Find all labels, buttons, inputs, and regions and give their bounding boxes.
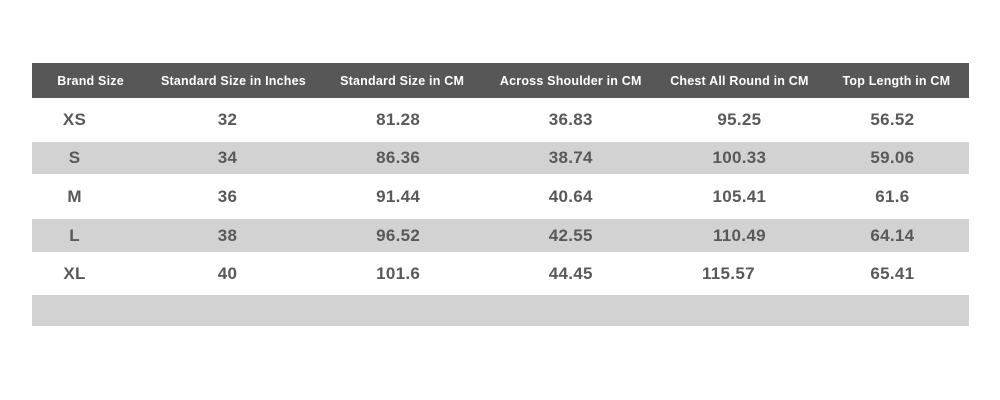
cell-size-inches: 34	[217, 148, 238, 167]
cell-size-cm: 96.52	[376, 225, 421, 245]
cell-chest-all-round: 95.25	[717, 110, 762, 129]
column-header-size-inches: Standard Size in Inches	[160, 73, 306, 88]
table-row-s: S 34 86.36 38.74 100.33 59.06	[32, 142, 969, 174]
cell-top-length: 59.06	[870, 148, 915, 167]
cell-across-shoulder: 40.64	[548, 186, 593, 206]
column-header-top-length: Top Length in CM	[842, 73, 951, 88]
cell-brand-size: L	[69, 225, 80, 245]
cell-chest-all-round: 110.49	[712, 225, 766, 245]
cell-size-cm: 91.44	[376, 186, 421, 206]
cell-across-shoulder: 36.83	[548, 110, 593, 129]
cell-size-cm: 101.6	[376, 263, 421, 283]
cell-size-inches: 40	[217, 263, 238, 283]
cell-brand-size: M	[67, 186, 82, 206]
cell-chest-all-round: 115.57	[701, 263, 755, 283]
column-header-across-shoulder: Across Shoulder in CM	[499, 73, 642, 88]
table-row-m: M 36 91.44 40.64 105.41 61.6	[32, 174, 969, 219]
cell-chest-all-round: 100.33	[712, 148, 767, 167]
column-header-size-cm: Standard Size in CM	[340, 73, 465, 88]
table-row-l: L 38 96.52 42.55 110.49 64.14	[32, 219, 969, 252]
cell-brand-size: XL	[63, 263, 86, 283]
cell-chest-all-round: 105.41	[712, 186, 767, 206]
cell-top-length: 61.6	[875, 186, 910, 206]
cell-size-inches: 36	[217, 186, 238, 206]
table-row-xs: XS 32 81.28 36.83 95.25 56.52	[32, 98, 969, 142]
table-header-row: Brand Size Standard Size in Inches Stand…	[32, 63, 969, 98]
cell-top-length: 56.52	[870, 110, 915, 129]
table-footer-empty-row	[32, 295, 969, 326]
cell-across-shoulder: 38.74	[548, 148, 593, 167]
column-header-chest-all-round: Chest All Round in CM	[670, 73, 809, 88]
cell-top-length: 64.14	[870, 225, 915, 245]
cell-size-inches: 38	[217, 225, 238, 245]
cell-across-shoulder: 44.45	[548, 263, 593, 283]
cell-top-length: 65.41	[870, 263, 915, 283]
cell-brand-size: S	[68, 148, 81, 167]
cell-size-cm: 81.28	[376, 110, 421, 129]
cell-size-inches: 32	[217, 110, 238, 129]
table-row-xl: XL 40 101.6 44.45 115.57 65.41	[32, 252, 969, 295]
cell-across-shoulder: 42.55	[548, 225, 593, 245]
cell-brand-size: XS	[62, 110, 87, 129]
size-chart-table: Brand Size Standard Size in Inches Stand…	[32, 63, 969, 326]
cell-size-cm: 86.36	[376, 148, 421, 167]
column-header-brand-size: Brand Size	[57, 73, 124, 88]
